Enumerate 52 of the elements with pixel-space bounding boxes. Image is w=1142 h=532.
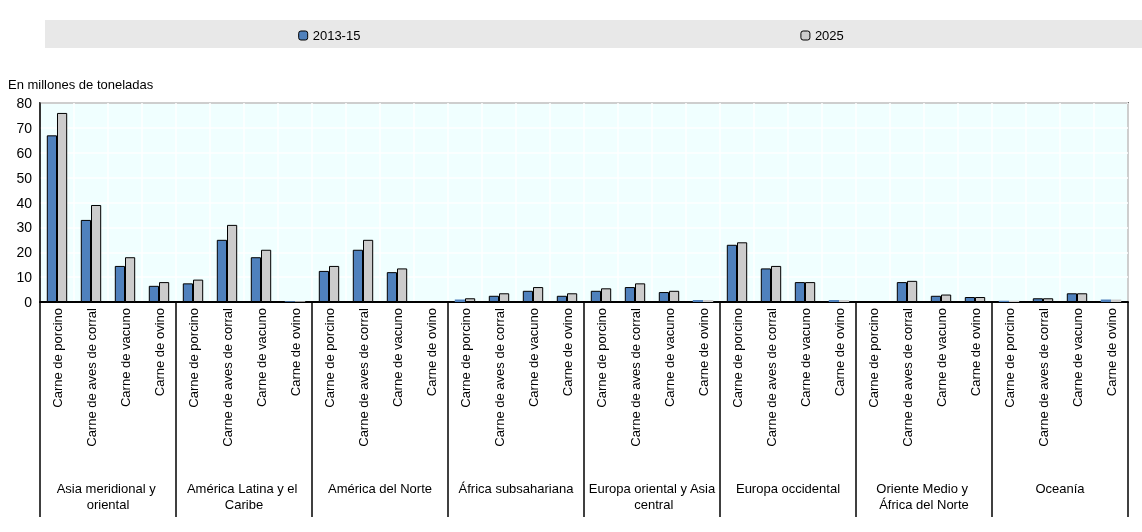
- y-tick-label: 70: [16, 119, 33, 136]
- x-tick-label: Carne de porcino: [865, 308, 881, 408]
- x-tick-label: Carne de porcino: [593, 308, 609, 408]
- text: Europa oriental y Asia central: [588, 480, 716, 512]
- x-tick-label: Carne de ovino: [287, 308, 303, 397]
- x-tick-label: Carne de ovino: [831, 308, 847, 397]
- x-tick-label: Carne de ovino: [967, 308, 983, 397]
- x-tick-label: Carne de aves de corral: [1035, 307, 1051, 447]
- x-tick-label: Carne de porcino: [1001, 308, 1017, 408]
- x-tick-label: Carne de vacuno: [253, 308, 269, 408]
- x-tick-label: Carne de vacuno: [1069, 308, 1085, 408]
- x-tick-label: Carne de vacuno: [661, 308, 677, 408]
- y-tick-label: 30: [16, 219, 33, 236]
- text: Oriente Medio y África del Norte: [876, 480, 972, 512]
- x-tick-label: Carne de aves de corral: [763, 307, 779, 447]
- y-tick-label: 50: [16, 169, 33, 186]
- x-tick-label: Carne de ovino: [1103, 308, 1119, 397]
- x-tick-label: Carne de porcino: [729, 308, 745, 408]
- y-tick-label: 0: [24, 294, 33, 310]
- x-tick-label: Carne de aves de corral: [491, 307, 507, 447]
- y-tick-label: 80: [16, 95, 33, 111]
- y-tick-label: 40: [16, 194, 33, 211]
- x-tick-label: Carne de ovino: [559, 308, 575, 397]
- x-tick-label: Carne de porcino: [457, 308, 473, 408]
- legend-label: 2013-15: [312, 28, 361, 43]
- x-tick-label: Carne de vacuno: [933, 308, 949, 408]
- text: Europa occidental: [735, 480, 841, 496]
- x-tick-label: Carne de vacuno: [389, 308, 405, 408]
- x-tick-label: Carne de porcino: [321, 308, 337, 408]
- x-tick-label: Carne de vacuno: [117, 308, 133, 408]
- text: América Latina y el Caribe: [186, 480, 302, 512]
- text: Asia meridional y oriental: [56, 480, 160, 512]
- x-tick-label: Carne de vacuno: [525, 308, 541, 408]
- x-tick-label: Carne de aves de corral: [899, 307, 915, 447]
- x-tick-label: Carne de ovino: [151, 308, 167, 397]
- y-tick-label: 20: [16, 244, 33, 261]
- x-tick-label: Carne de aves de corral: [219, 307, 235, 447]
- x-tick-label: Carne de porcino: [185, 308, 201, 408]
- legend-label: 2025: [814, 28, 844, 43]
- y-tick-label: 10: [16, 269, 33, 286]
- x-tick-label: Carne de aves de corral: [83, 307, 99, 447]
- x-tick-label: Carne de ovino: [423, 308, 439, 397]
- text: Oceanía: [1035, 480, 1086, 496]
- x-tick-label: Carne de vacuno: [797, 308, 813, 408]
- x-tick-label: Carne de porcino: [49, 308, 65, 408]
- x-tick-label: Carne de ovino: [695, 308, 711, 397]
- x-tick-label: Carne de aves de corral: [627, 307, 643, 447]
- text: África subsahariana: [458, 480, 575, 496]
- y-tick-label: 60: [16, 144, 33, 161]
- x-tick-label: Carne de aves de corral: [355, 307, 371, 447]
- y-axis-title: En millones de toneladas: [8, 77, 154, 92]
- text: América del Norte: [327, 480, 433, 496]
